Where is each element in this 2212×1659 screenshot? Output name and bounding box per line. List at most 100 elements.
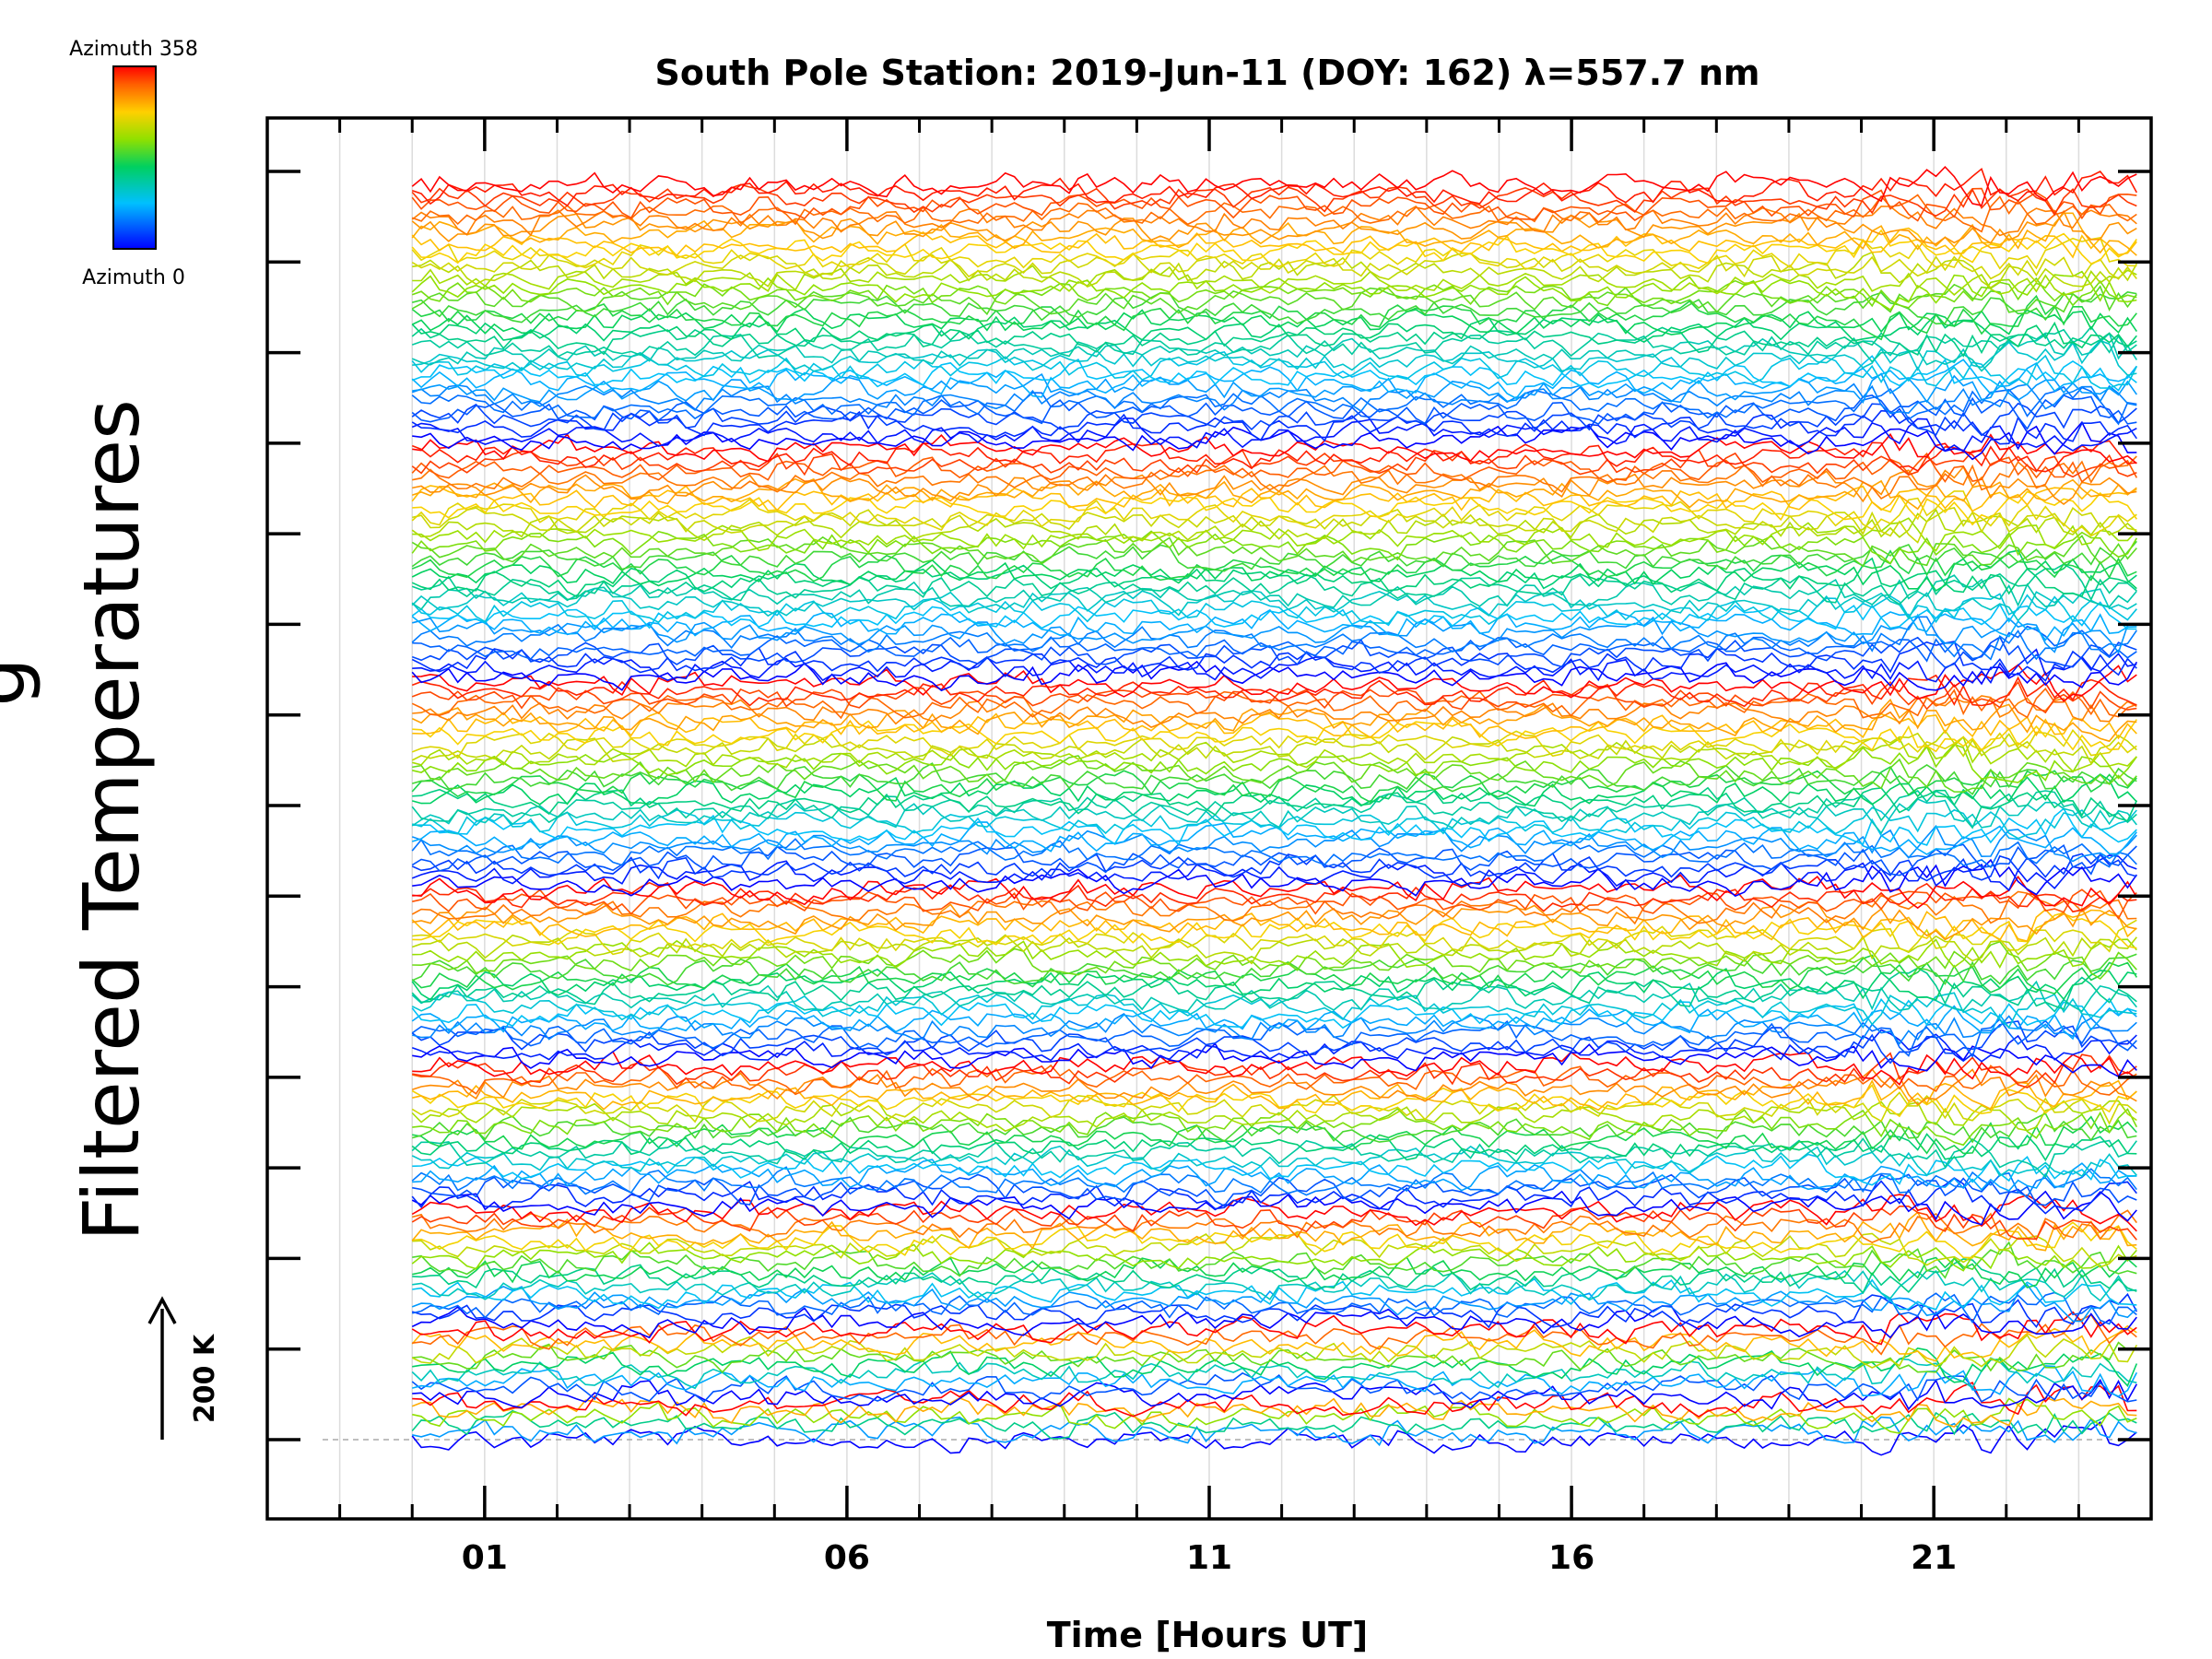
series-line [412, 786, 2138, 822]
series-line [411, 1420, 2137, 1456]
series-line [411, 270, 2137, 312]
series-line [412, 1291, 2137, 1325]
series-line [411, 402, 2137, 437]
series-line [411, 332, 2137, 372]
x-tick-label: 11 [1186, 1539, 1232, 1577]
series-line [411, 729, 2137, 765]
series-line [412, 1079, 2137, 1112]
series-line [411, 1018, 2137, 1058]
series-line [411, 806, 2137, 840]
series-line [412, 695, 2137, 729]
grid-lines [323, 118, 2151, 1519]
series-line [412, 881, 2137, 913]
series-line [412, 743, 2137, 783]
series-line [412, 613, 2137, 654]
series-line [411, 1324, 2137, 1362]
series-line [411, 326, 2137, 358]
series-line [412, 901, 2137, 941]
series-line [411, 351, 2138, 389]
series-line [412, 1153, 2137, 1186]
series-line [412, 1050, 2137, 1086]
series-line [411, 194, 2137, 233]
series-line [412, 506, 2137, 544]
series-line [411, 1311, 2137, 1346]
series-line [411, 209, 2137, 245]
x-tick-label: 21 [1911, 1539, 1957, 1577]
series-line [412, 339, 2137, 376]
series-line [411, 417, 2137, 453]
series-line [412, 420, 2137, 461]
series-line [411, 1137, 2137, 1179]
series-line [411, 325, 2137, 363]
series-line [411, 409, 2137, 445]
series-line [411, 448, 2137, 478]
y-axis-label-cut: g [0, 657, 42, 706]
series-line [411, 641, 2137, 682]
series-line [412, 1241, 2137, 1279]
series-line [411, 593, 2137, 626]
series-line [411, 205, 2137, 237]
series-line [411, 227, 2137, 259]
series-line [412, 1365, 2138, 1397]
series-line [411, 1112, 2137, 1144]
scale-bar-label: 200 K [189, 1333, 221, 1423]
series-line [412, 664, 2137, 702]
series-line [411, 1190, 2137, 1226]
series-line [411, 587, 2137, 622]
series-line [411, 824, 2137, 863]
series-line [411, 452, 2138, 484]
series-line [412, 1173, 2137, 1207]
series-line [411, 798, 2137, 835]
series-line [411, 1133, 2137, 1162]
series-line [411, 165, 2137, 206]
series-line [411, 1100, 2137, 1133]
series-line [411, 821, 2137, 855]
series-line [411, 890, 2137, 925]
series-line [412, 1277, 2137, 1311]
series-line [412, 1221, 2137, 1259]
colorbar [112, 65, 157, 250]
series-line [412, 1258, 2137, 1295]
x-tick-labels: 01 06 11 16 21 [462, 1539, 1957, 1577]
series-line [412, 719, 2137, 753]
series-line [412, 1107, 2138, 1147]
series-line [411, 549, 2137, 582]
series-line [411, 934, 2137, 965]
colorbar-label-top: Azimuth 358 [69, 38, 198, 61]
series-line [411, 508, 2137, 542]
series-line [411, 252, 2137, 280]
series-line [411, 852, 2137, 882]
series-line [411, 967, 2137, 1010]
series-line [411, 636, 2137, 669]
series-line [412, 465, 2137, 505]
series-line [412, 490, 2137, 526]
series-line [411, 674, 2137, 708]
series-line [412, 938, 2137, 970]
series-line [411, 1177, 2137, 1215]
colorbar-legend: Azimuth 358 Azimuth 0 [69, 38, 198, 289]
series-line [411, 997, 2137, 1030]
x-tick-label: 16 [1548, 1539, 1594, 1577]
series-line [412, 1269, 2137, 1302]
series-line [412, 712, 2137, 740]
series-line [411, 313, 2137, 349]
series-line [412, 372, 2137, 405]
series-line [412, 251, 2137, 288]
series-line [412, 432, 2137, 465]
series-line [411, 385, 2137, 426]
series-line [411, 212, 2137, 256]
series-line [412, 1052, 2137, 1088]
series-line [411, 294, 2137, 341]
series-line [411, 1166, 2137, 1198]
series-line [411, 1145, 2137, 1178]
series-line [411, 1206, 2137, 1241]
series-line [412, 874, 2137, 910]
series-line [412, 888, 2137, 921]
series-line [411, 954, 2137, 995]
series-line [411, 1357, 2137, 1390]
series-line [411, 485, 2137, 512]
series-line [411, 1005, 2137, 1041]
series-line [411, 574, 2137, 611]
series-line [412, 648, 2137, 684]
